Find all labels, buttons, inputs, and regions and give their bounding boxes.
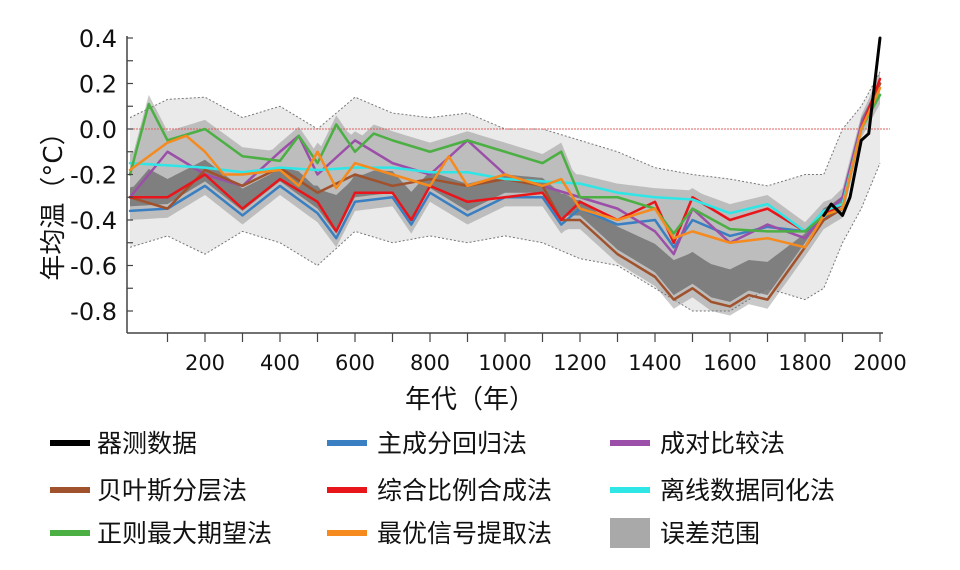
legend-label: 成对比较法 bbox=[660, 429, 785, 458]
error-range-band bbox=[130, 72, 880, 311]
legend-label: 综合比例合成法 bbox=[377, 476, 552, 505]
legend-label: 器测数据 bbox=[97, 429, 197, 458]
error-lower-bound bbox=[129, 162, 881, 312]
legend-label: 正则最大期望法 bbox=[97, 519, 272, 548]
x-tick-label: 1200 bbox=[553, 351, 606, 375]
x-tick-label: 1600 bbox=[703, 351, 756, 375]
error-range-core-band bbox=[130, 69, 880, 316]
y-tick-label: -0.6 bbox=[70, 253, 117, 281]
legend-swatch bbox=[610, 518, 650, 548]
legend-item: 主成分回归法 bbox=[327, 429, 527, 458]
legend-item: 贝叶斯分层法 bbox=[50, 476, 247, 505]
x-tick-label: 800 bbox=[410, 351, 450, 375]
y-tick-label: 0.4 bbox=[79, 25, 117, 53]
y-tick-label: 0.0 bbox=[79, 116, 117, 144]
legend-label: 主成分回归法 bbox=[377, 429, 527, 458]
legend-item: 正则最大期望法 bbox=[50, 519, 272, 548]
legend-item: 离线数据同化法 bbox=[610, 476, 835, 505]
series-line-最优信号提取法 bbox=[128, 86, 882, 249]
y-tick-label: -0.4 bbox=[70, 207, 117, 235]
x-tick-label: 200 bbox=[185, 351, 225, 375]
legend-label: 误差范围 bbox=[660, 519, 760, 548]
legend-item: 成对比较法 bbox=[610, 429, 785, 458]
x-tick-label: 1800 bbox=[778, 351, 831, 375]
y-tick-label: 0.2 bbox=[79, 71, 117, 99]
legend-item: 器测数据 bbox=[50, 429, 197, 458]
series-line-贝叶斯分层法 bbox=[128, 82, 882, 308]
x-tick-label: 2000 bbox=[853, 351, 906, 375]
y-axis-title: 年均温（°C） bbox=[39, 119, 69, 280]
series-line-正则最大期望法 bbox=[128, 93, 882, 235]
error-bands bbox=[129, 69, 881, 316]
x-axis-title: 年代（年） bbox=[405, 385, 535, 415]
legend-item: 综合比例合成法 bbox=[327, 476, 552, 505]
legend-label: 贝叶斯分层法 bbox=[97, 476, 247, 505]
x-tick-label: 400 bbox=[260, 351, 300, 375]
series-line-主成分回归法 bbox=[128, 82, 882, 249]
x-tick-label: 1400 bbox=[628, 351, 681, 375]
y-tick-label: -0.2 bbox=[70, 162, 117, 190]
axes: 0.4 0.2 0.0 -0.2 -0.4 -0.6 -0.8 200 400 600 800 100… bbox=[70, 25, 907, 375]
legend-item: 误差范围 bbox=[610, 518, 760, 548]
legend-label: 最优信号提取法 bbox=[377, 519, 552, 548]
error-range-dense-band bbox=[130, 80, 880, 302]
legend-item: 最优信号提取法 bbox=[327, 519, 552, 548]
x-tick-label: 600 bbox=[335, 351, 375, 375]
legend-label: 离线数据同化法 bbox=[660, 476, 835, 505]
series-line-器测数据 bbox=[822, 36, 882, 217]
y-tick-label: -0.8 bbox=[70, 298, 117, 326]
series-lines bbox=[128, 36, 882, 308]
x-tick-label: 1000 bbox=[478, 351, 531, 375]
